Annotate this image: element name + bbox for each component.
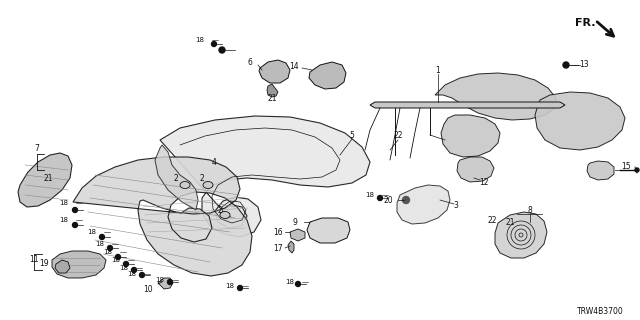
Text: 18: 18	[60, 200, 68, 206]
Circle shape	[403, 196, 410, 204]
Text: 16: 16	[273, 228, 283, 236]
Text: 7: 7	[35, 143, 40, 153]
Text: 14: 14	[289, 61, 299, 70]
Text: 18: 18	[225, 283, 234, 289]
Text: 10: 10	[143, 285, 153, 294]
Polygon shape	[55, 260, 70, 273]
Ellipse shape	[203, 181, 213, 188]
Text: 2: 2	[173, 173, 179, 182]
Text: 2: 2	[200, 173, 204, 182]
Text: 21: 21	[268, 93, 276, 102]
Text: 18: 18	[104, 249, 113, 255]
Circle shape	[563, 62, 569, 68]
Text: 18: 18	[156, 277, 164, 283]
Polygon shape	[307, 218, 350, 243]
Text: 18: 18	[88, 229, 97, 235]
Text: 18: 18	[120, 265, 129, 271]
Text: 21: 21	[44, 173, 52, 182]
Circle shape	[378, 196, 383, 201]
Text: 15: 15	[621, 162, 631, 171]
Text: 12: 12	[479, 178, 489, 187]
Circle shape	[168, 279, 173, 284]
Circle shape	[296, 282, 301, 286]
Polygon shape	[160, 116, 370, 237]
Polygon shape	[288, 241, 294, 253]
Text: 18: 18	[111, 257, 120, 263]
Circle shape	[99, 235, 104, 239]
Text: 1: 1	[436, 66, 440, 75]
Circle shape	[72, 222, 77, 228]
Text: FR.: FR.	[575, 18, 595, 28]
Text: 17: 17	[273, 244, 283, 252]
Text: 11: 11	[29, 255, 39, 265]
Polygon shape	[435, 73, 556, 120]
Circle shape	[131, 268, 136, 273]
Text: 18: 18	[60, 217, 68, 223]
Text: 21: 21	[505, 218, 515, 227]
Polygon shape	[158, 278, 173, 289]
Text: 18: 18	[95, 241, 104, 247]
Ellipse shape	[220, 212, 230, 219]
Text: 8: 8	[527, 205, 532, 214]
Polygon shape	[457, 157, 494, 182]
Text: 3: 3	[454, 201, 458, 210]
Polygon shape	[370, 102, 565, 108]
Polygon shape	[52, 251, 106, 278]
Text: 5: 5	[349, 131, 355, 140]
Polygon shape	[309, 62, 346, 89]
Circle shape	[115, 254, 120, 260]
Text: 20: 20	[383, 196, 393, 204]
Text: 2: 2	[218, 205, 222, 214]
Circle shape	[237, 285, 243, 291]
Polygon shape	[397, 185, 450, 224]
Polygon shape	[495, 212, 547, 258]
Text: 18: 18	[285, 279, 294, 285]
Text: 9: 9	[292, 218, 298, 227]
Polygon shape	[587, 161, 614, 180]
Text: 18: 18	[195, 37, 205, 43]
Text: 13: 13	[579, 60, 589, 68]
Circle shape	[219, 47, 225, 53]
Polygon shape	[441, 115, 500, 157]
Text: TRW4B3700: TRW4B3700	[577, 308, 623, 316]
Polygon shape	[73, 157, 252, 276]
Text: 18: 18	[127, 271, 136, 277]
Circle shape	[108, 245, 113, 251]
Polygon shape	[259, 60, 290, 83]
Circle shape	[635, 168, 639, 172]
Text: 18: 18	[365, 192, 374, 198]
Circle shape	[211, 42, 216, 46]
Polygon shape	[535, 92, 625, 150]
Circle shape	[72, 207, 77, 212]
Text: 19: 19	[39, 260, 49, 268]
Polygon shape	[18, 153, 72, 207]
Polygon shape	[155, 145, 198, 210]
Circle shape	[124, 261, 129, 267]
Polygon shape	[267, 84, 278, 97]
Circle shape	[140, 273, 145, 277]
Text: 22: 22	[393, 131, 403, 140]
Ellipse shape	[180, 181, 190, 188]
Text: 22: 22	[487, 215, 497, 225]
Polygon shape	[290, 229, 305, 241]
Text: 6: 6	[248, 58, 252, 67]
Text: 4: 4	[212, 157, 216, 166]
